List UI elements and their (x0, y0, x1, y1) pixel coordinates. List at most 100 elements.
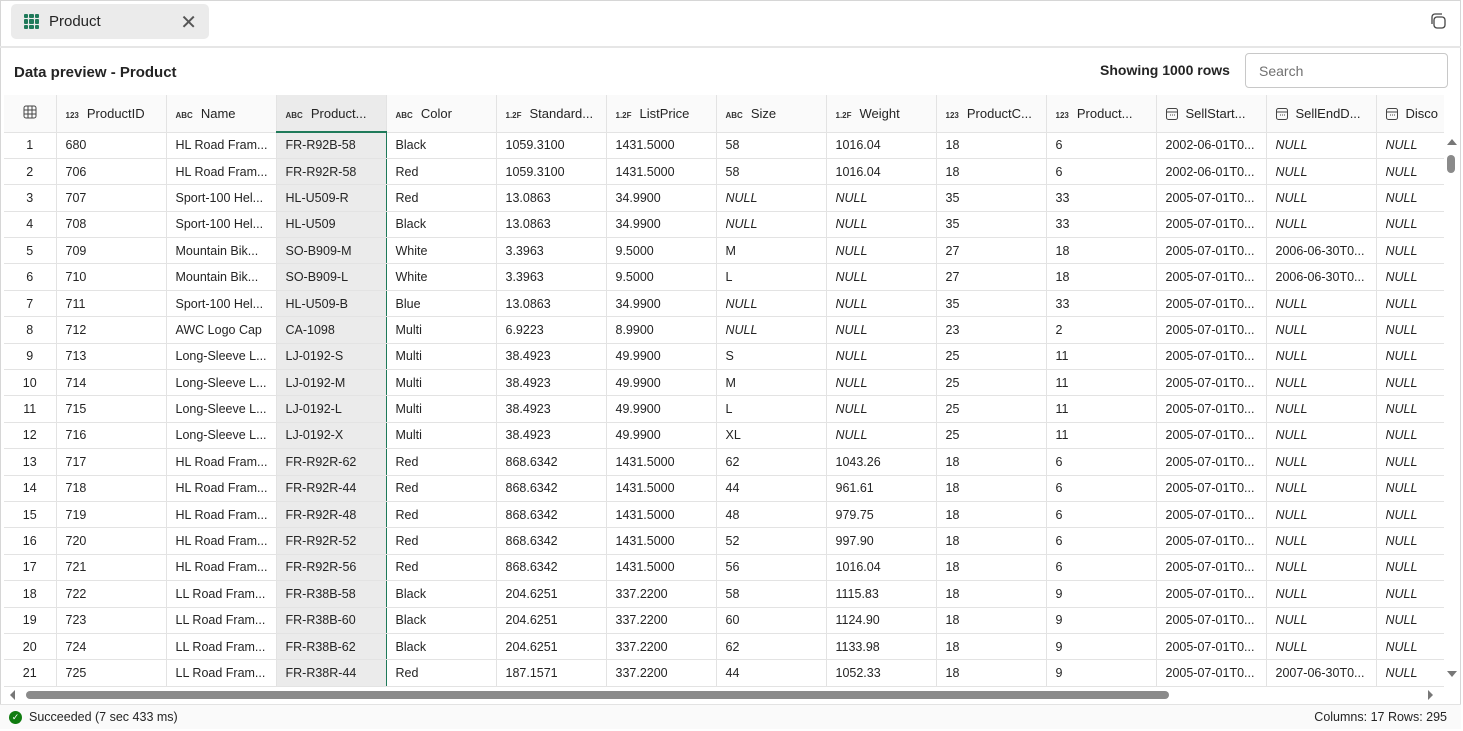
table-cell[interactable]: 49.9900 (606, 395, 717, 423)
table-cell[interactable]: NULL (1376, 290, 1444, 318)
table-cell[interactable]: 712 (56, 316, 167, 344)
table-cell[interactable]: 708 (56, 211, 167, 239)
table-cell[interactable]: 713 (56, 343, 167, 371)
table-cell[interactable]: 11 (1046, 369, 1157, 397)
table-cell[interactable]: 9 (1046, 633, 1157, 661)
table-cell[interactable]: 18 (936, 501, 1047, 529)
table-cell[interactable]: Red (386, 448, 497, 476)
row-number[interactable]: 2 (4, 158, 57, 186)
table-cell[interactable]: 48 (716, 501, 827, 529)
table-cell[interactable]: Mountain Bik... (166, 263, 277, 291)
scroll-up-icon[interactable] (1447, 139, 1457, 145)
table-cell[interactable]: 60 (716, 607, 827, 634)
table-cell[interactable]: 2005-07-01T0... (1156, 554, 1267, 582)
table-cell[interactable]: AWC Logo Cap (166, 316, 277, 344)
table-cell[interactable]: 18 (1046, 263, 1157, 291)
table-cell[interactable]: 337.2200 (606, 607, 717, 634)
table-cell[interactable]: 33 (1046, 290, 1157, 318)
table-cell[interactable]: 11 (1046, 343, 1157, 371)
table-cell[interactable]: Long-Sleeve L... (166, 343, 277, 371)
table-cell[interactable]: FR-R92R-62 (275, 448, 387, 476)
table-cell[interactable]: NULL (1376, 475, 1444, 502)
table-cell[interactable]: 2005-07-01T0... (1156, 633, 1267, 661)
table-cell[interactable]: 2005-07-01T0... (1156, 395, 1267, 423)
scroll-right-icon[interactable] (1428, 690, 1433, 700)
table-cell[interactable]: 187.1571 (496, 659, 607, 687)
table-cell[interactable]: 2007-06-30T0... (1266, 659, 1377, 687)
table-cell[interactable]: 27 (936, 263, 1047, 291)
table-cell[interactable]: 38.4923 (496, 422, 607, 450)
table-cell[interactable]: Multi (386, 316, 497, 344)
table-cell[interactable]: L (716, 263, 827, 291)
table-cell[interactable]: Black (386, 132, 497, 159)
table-cell[interactable]: 720 (56, 527, 167, 555)
close-icon[interactable]: ✕ (180, 12, 197, 34)
table-cell[interactable]: NULL (1376, 343, 1444, 371)
table-cell[interactable]: 1431.5000 (606, 554, 717, 582)
table-cell[interactable]: NULL (1376, 659, 1444, 687)
table-cell[interactable]: LL Road Fram... (166, 607, 277, 634)
column-header[interactable]: 123 ProductID (56, 95, 167, 133)
table-cell[interactable]: NULL (826, 316, 937, 344)
table-cell[interactable]: 34.9900 (606, 290, 717, 318)
table-cell[interactable]: 18 (936, 475, 1047, 502)
horizontal-scrollbar[interactable] (4, 687, 1444, 703)
table-cell[interactable]: 35 (936, 211, 1047, 239)
table-cell[interactable]: 717 (56, 448, 167, 476)
row-number[interactable]: 13 (4, 448, 57, 476)
tab-product[interactable]: Product ✕ (11, 4, 209, 39)
table-cell[interactable]: 706 (56, 158, 167, 186)
table-cell[interactable]: 6 (1046, 158, 1157, 186)
table-cell[interactable]: NULL (1266, 501, 1377, 529)
column-header[interactable]: 1.2F ListPrice (606, 95, 717, 133)
table-cell[interactable]: 18 (936, 659, 1047, 687)
table-cell[interactable]: Multi (386, 343, 497, 371)
table-cell[interactable]: NULL (1376, 158, 1444, 186)
table-cell[interactable]: FR-R92R-48 (275, 501, 387, 529)
table-cell[interactable]: HL-U509-R (275, 184, 387, 212)
row-number[interactable]: 20 (4, 633, 57, 661)
table-cell[interactable]: NULL (1376, 369, 1444, 397)
table-cell[interactable]: NULL (1266, 607, 1377, 634)
table-cell[interactable]: 721 (56, 554, 167, 582)
table-cell[interactable]: 18 (936, 132, 1047, 159)
table-cell[interactable]: 18 (936, 554, 1047, 582)
table-cell[interactable]: Long-Sleeve L... (166, 422, 277, 450)
table-cell[interactable]: NULL (716, 290, 827, 318)
table-cell[interactable]: Red (386, 554, 497, 582)
table-cell[interactable]: NULL (1266, 316, 1377, 344)
table-cell[interactable]: NULL (1266, 211, 1377, 239)
table-cell[interactable]: 2005-07-01T0... (1156, 448, 1267, 476)
table-cell[interactable]: 204.6251 (496, 633, 607, 661)
table-cell[interactable]: 25 (936, 369, 1047, 397)
table-cell[interactable]: 680 (56, 132, 167, 159)
table-cell[interactable]: 718 (56, 475, 167, 502)
table-cell[interactable]: LL Road Fram... (166, 633, 277, 661)
table-cell[interactable]: NULL (1376, 263, 1444, 291)
table-cell[interactable]: 62 (716, 448, 827, 476)
table-cell[interactable]: NULL (1376, 422, 1444, 450)
table-cell[interactable]: 27 (936, 237, 1047, 265)
column-header[interactable]: SellStart... (1156, 95, 1267, 133)
column-header[interactable]: 1.2F Standard... (496, 95, 607, 133)
table-cell[interactable]: 2 (1046, 316, 1157, 344)
row-number[interactable]: 18 (4, 580, 57, 608)
table-cell[interactable]: 1431.5000 (606, 527, 717, 555)
table-cell[interactable]: Black (386, 607, 497, 634)
select-all-icon[interactable] (4, 95, 57, 133)
table-cell[interactable]: 2002-06-01T0... (1156, 132, 1267, 159)
table-cell[interactable]: 725 (56, 659, 167, 687)
table-cell[interactable]: HL Road Fram... (166, 527, 277, 555)
vertical-scrollbar[interactable] (1444, 133, 1460, 687)
copy-icon[interactable] (1429, 12, 1447, 30)
table-cell[interactable]: 1059.3100 (496, 132, 607, 159)
table-cell[interactable]: Red (386, 501, 497, 529)
table-cell[interactable]: NULL (1266, 554, 1377, 582)
table-cell[interactable]: Black (386, 580, 497, 608)
table-cell[interactable]: 49.9900 (606, 369, 717, 397)
table-cell[interactable]: LJ-0192-L (275, 395, 387, 423)
table-cell[interactable]: NULL (1266, 158, 1377, 186)
table-cell[interactable]: 9 (1046, 580, 1157, 608)
table-cell[interactable]: FR-R92B-58 (275, 132, 387, 159)
table-cell[interactable]: 716 (56, 422, 167, 450)
